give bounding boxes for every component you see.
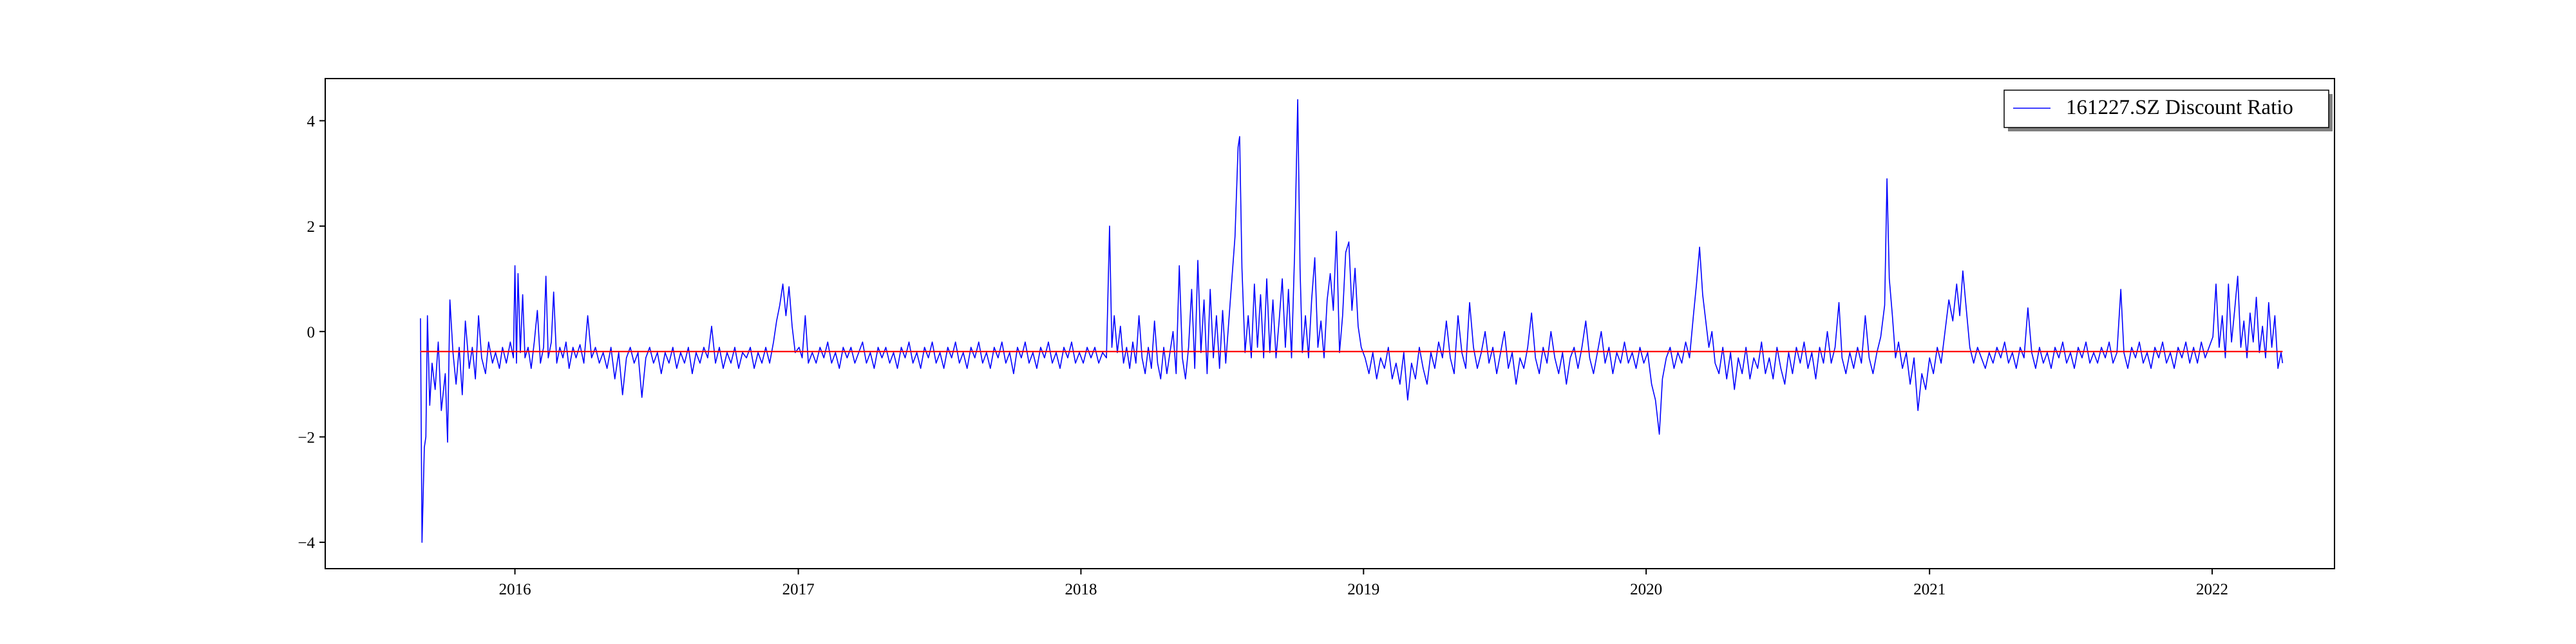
legend: 161227.SZ Discount Ratio (2003, 90, 2333, 131)
x-tick-label: 2020 (1630, 581, 1662, 598)
x-tick-label: 2022 (2196, 581, 2228, 598)
axes-layer: 2016 2017 2018 2019 2020 2021 2022 −4 −2 0 2 4 (298, 78, 2335, 598)
y-tick-label: −2 (298, 429, 315, 446)
x-tick-label: 2019 (1347, 581, 1379, 598)
legend-box (2003, 90, 2329, 128)
plot-frame (325, 78, 2335, 569)
x-tick-label: 2018 (1065, 581, 1097, 598)
y-tick-label: 2 (307, 218, 316, 236)
legend-label: 161227.SZ Discount Ratio (2066, 96, 2293, 119)
x-tick-label: 2016 (499, 581, 531, 598)
x-tick-label: 2021 (1913, 581, 1946, 598)
y-tick-label: −4 (298, 535, 315, 552)
series-line-discount-ratio (420, 99, 2284, 543)
x-tick-label: 2017 (782, 581, 815, 598)
series-layer (420, 99, 2284, 543)
y-tick-label: 4 (307, 113, 316, 130)
y-tick-label: 0 (307, 324, 316, 341)
